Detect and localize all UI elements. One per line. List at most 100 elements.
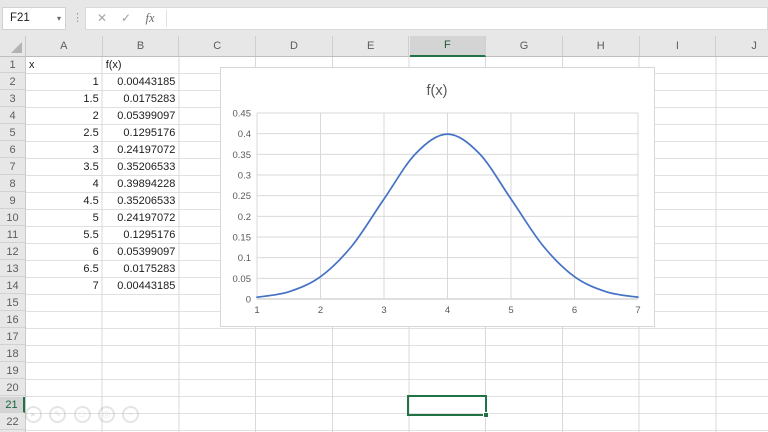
magnifier-icon[interactable]: ◎ — [97, 406, 115, 423]
cell-B4[interactable]: 0.05399097 — [117, 110, 176, 122]
cell-B5[interactable]: 0.1295176 — [123, 127, 176, 139]
select-all-triangle-icon — [11, 42, 22, 53]
cell-A8[interactable]: 4 — [92, 178, 99, 190]
fill-handle[interactable] — [483, 412, 489, 418]
row-header-11[interactable]: 11 — [0, 227, 25, 243]
row-headers: 1 2 3 4 5 6 7 8 9 10 11 12 13 14 15 16 17 18 19 20 21 22 — [0, 57, 26, 432]
cell-A13[interactable]: 6.5 — [83, 263, 99, 275]
column-header-C[interactable]: C — [179, 36, 257, 56]
row-header-14[interactable]: 14 — [0, 278, 25, 294]
insert-function-icon[interactable]: fx — [145, 11, 155, 25]
cell-B10[interactable]: 0.24197072 — [117, 212, 176, 224]
selected-cell-F21[interactable] — [407, 395, 489, 418]
enter-icon[interactable]: ✓ — [120, 11, 132, 25]
select-all-corner[interactable] — [0, 36, 26, 56]
column-header-G[interactable]: G — [486, 36, 563, 56]
x-tick-label: 7 — [635, 305, 640, 316]
stop-icon[interactable]: □ — [73, 406, 91, 423]
cell-B3[interactable]: 0.0175283 — [123, 93, 176, 105]
column-header-H[interactable]: H — [563, 36, 640, 56]
cell-A2[interactable]: 1 — [92, 76, 99, 88]
y-tick-label: 0.35 — [233, 150, 252, 161]
cell-A12[interactable]: 6 — [92, 246, 99, 258]
column-header-E[interactable]: E — [333, 36, 410, 56]
row-header-5[interactable]: 5 — [0, 125, 25, 141]
formula-input[interactable] — [170, 8, 765, 29]
cell-B12[interactable]: 0.05399097 — [117, 246, 176, 258]
cell-A14[interactable]: 7 — [92, 280, 99, 292]
y-tick-label: 0.25 — [233, 191, 252, 202]
column-header-J[interactable]: J — [716, 36, 768, 56]
cell-B2[interactable]: 0.00443185 — [117, 76, 176, 88]
cell-A4[interactable]: 2 — [92, 110, 99, 122]
cell-B8[interactable]: 0.39894228 — [117, 178, 176, 190]
cell-A5[interactable]: 2.5 — [83, 127, 99, 139]
cell-B13[interactable]: 0.0175283 — [123, 263, 176, 275]
row-header-6[interactable]: 6 — [0, 142, 25, 158]
x-tick-label: 2 — [318, 305, 323, 316]
formula-bar-drag-handle[interactable]: ⋮ — [72, 12, 83, 24]
y-tick-label: 0.15 — [233, 233, 252, 244]
column-header-F[interactable]: F — [409, 36, 487, 57]
row-header-4[interactable]: 4 — [0, 108, 25, 124]
row-header-1[interactable]: 1 — [0, 57, 25, 73]
pencil-icon[interactable]: ✎ — [49, 406, 67, 423]
y-tick-label: 0.45 — [233, 109, 252, 120]
x-tick-label: 6 — [572, 305, 577, 316]
formula-bar: ✕ ✓ fx — [85, 7, 768, 30]
y-tick-label: 0.3 — [238, 171, 251, 182]
row-header-8[interactable]: 8 — [0, 176, 25, 192]
cancel-icon[interactable]: ✕ — [96, 11, 108, 25]
cell-B6[interactable]: 0.24197072 — [117, 144, 176, 156]
row-header-13[interactable]: 13 — [0, 261, 25, 277]
column-header-B[interactable]: B — [103, 36, 180, 56]
row-header-22[interactable]: 22 — [0, 414, 25, 430]
y-tick-label: 0.05 — [233, 274, 252, 285]
row-header-20[interactable]: 20 — [0, 380, 25, 396]
x-tick-label: 4 — [445, 305, 450, 316]
cell-A6[interactable]: 3 — [92, 144, 99, 156]
row-header-7[interactable]: 7 — [0, 159, 25, 175]
formula-bar-row: F21 ▾ ⋮ ✕ ✓ fx — [0, 0, 768, 36]
row-header-15[interactable]: 15 — [0, 295, 25, 311]
column-header-A[interactable]: A — [26, 36, 103, 56]
name-box[interactable]: F21 ▾ — [2, 7, 66, 30]
formula-bar-separator — [166, 10, 167, 27]
cell-B7[interactable]: 0.35206533 — [117, 161, 176, 173]
cell-A3[interactable]: 1.5 — [83, 93, 99, 105]
name-box-dropdown-icon[interactable]: ▾ — [56, 14, 61, 23]
chart[interactable]: 0 0.05 0.1 0.15 0.2 0.25 0.3 0.35 0.4 0.45 1 2 3 4 5 6 7… — [220, 67, 655, 327]
row-header-19[interactable]: 19 — [0, 363, 25, 379]
x-tick-label: 5 — [508, 305, 513, 316]
row-header-9[interactable]: 9 — [0, 193, 25, 209]
y-tick-label: 0.2 — [238, 212, 251, 223]
row-header-12[interactable]: 12 — [0, 244, 25, 260]
row-header-2[interactable]: 2 — [0, 74, 25, 90]
cell-A9[interactable]: 4.5 — [83, 195, 99, 207]
y-tick-label: 0.4 — [238, 129, 251, 140]
play-icon[interactable]: ▸ — [25, 406, 42, 423]
row-header-16[interactable]: 16 — [0, 312, 25, 328]
row-header-17[interactable]: 17 — [0, 329, 25, 345]
row-header-10[interactable]: 10 — [0, 210, 25, 226]
row-header-21[interactable]: 21 — [0, 397, 25, 413]
name-box-value: F21 — [10, 12, 30, 24]
cell-A11[interactable]: 5.5 — [83, 229, 99, 241]
cell-A10[interactable]: 5 — [92, 212, 99, 224]
cell-B14[interactable]: 0.00443185 — [117, 280, 176, 292]
row-header-3[interactable]: 3 — [0, 91, 25, 107]
cell-B1[interactable]: f(x) — [105, 59, 122, 71]
minus-icon[interactable]: − — [122, 406, 140, 423]
cell-B9[interactable]: 0.35206533 — [117, 195, 176, 207]
cell-A7[interactable]: 3.5 — [83, 161, 99, 173]
column-header-D[interactable]: D — [256, 36, 333, 56]
y-tick-label: 0.1 — [238, 253, 251, 264]
cell-B11[interactable]: 0.1295176 — [123, 229, 176, 241]
column-header-I[interactable]: I — [640, 36, 717, 56]
cell-A1[interactable]: x — [29, 59, 35, 71]
row-header-18[interactable]: 18 — [0, 346, 25, 362]
x-tick-label: 3 — [381, 305, 386, 316]
x-tick-label: 1 — [254, 305, 259, 316]
